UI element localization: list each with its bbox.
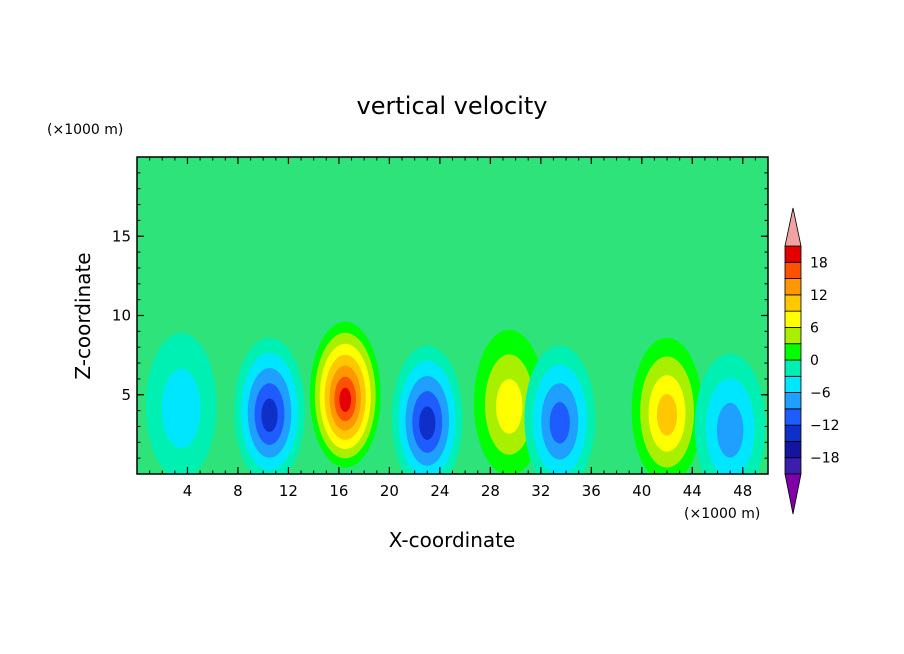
chart-title: vertical velocity [357,92,548,120]
colorbar-segment [784,327,802,345]
x-axis-ticks: 4 8 12 16 20 24 28 32 36 40 44 48 [149,157,756,500]
colorbar-tick-label: 0 [810,353,819,369]
contour-band [496,379,523,434]
colorbar-segment [784,359,802,377]
y-axis-label: Z-coordinate [71,252,95,379]
velocity-cell [694,353,766,474]
velocity-cell [524,345,596,474]
colorbar-segment [784,392,802,410]
colorbar-tick-label: −12 [810,418,840,434]
colorbar-max-triangle [784,207,802,247]
velocity-cell [234,337,305,474]
contour-band [716,402,744,458]
colorbar-segment [784,294,802,312]
contour-band [549,401,570,444]
colorbar-tick-label: −18 [810,451,840,467]
x-unit-label: (×1000 m) [684,506,760,522]
x-tick-label: 40 [632,482,651,500]
x-tick-label: 32 [531,482,550,500]
y-tick-label: 5 [121,386,131,404]
x-tick-label: 24 [430,482,449,500]
contour-band [656,394,678,436]
colorbar-min-triangle [784,473,802,515]
colorbar-segment [784,278,802,296]
colorbar-segment [784,441,802,459]
x-tick-label: 12 [279,482,298,500]
velocity-cell [145,332,217,474]
colorbar-segment [784,375,802,393]
velocity-field [145,321,766,474]
contour-band [419,406,436,440]
colorbar-segment [784,343,802,361]
contour-band [261,398,278,433]
velocity-cell [631,337,703,474]
x-tick-label: 44 [683,482,702,500]
colorbar-segment [784,261,802,279]
x-tick-label: 48 [733,482,752,500]
x-tick-label: 16 [329,482,348,500]
colorbar-segment [784,245,802,263]
colorbar-segment [784,408,802,426]
colorbar-tick-label: −6 [810,386,831,402]
x-tick-label: 28 [481,482,500,500]
y-tick-label: 10 [112,307,131,325]
contour-band [161,368,201,449]
y-axis-ticks: 5 10 15 [112,172,768,459]
colorbar-segment [784,310,802,328]
x-axis-label: X-coordinate [389,528,516,552]
x-tick-label: 4 [183,482,193,500]
colorbar: 18 12 6 0 −6 −12 −18 [784,207,840,515]
colorbar-segment [784,457,802,475]
contour-band [339,387,352,412]
colorbar-segment [784,424,802,442]
velocity-cell [309,321,381,468]
colorbar-tick-label: 12 [810,288,828,304]
velocity-cell [391,345,463,474]
x-tick-label: 20 [380,482,399,500]
colorbar-tick-label: 6 [810,320,819,336]
x-tick-label: 36 [582,482,601,500]
y-unit-label: (×1000 m) [47,122,123,138]
colorbar-tick-label: 18 [810,255,828,271]
y-tick-label: 15 [112,227,131,245]
x-tick-label: 8 [233,482,243,500]
